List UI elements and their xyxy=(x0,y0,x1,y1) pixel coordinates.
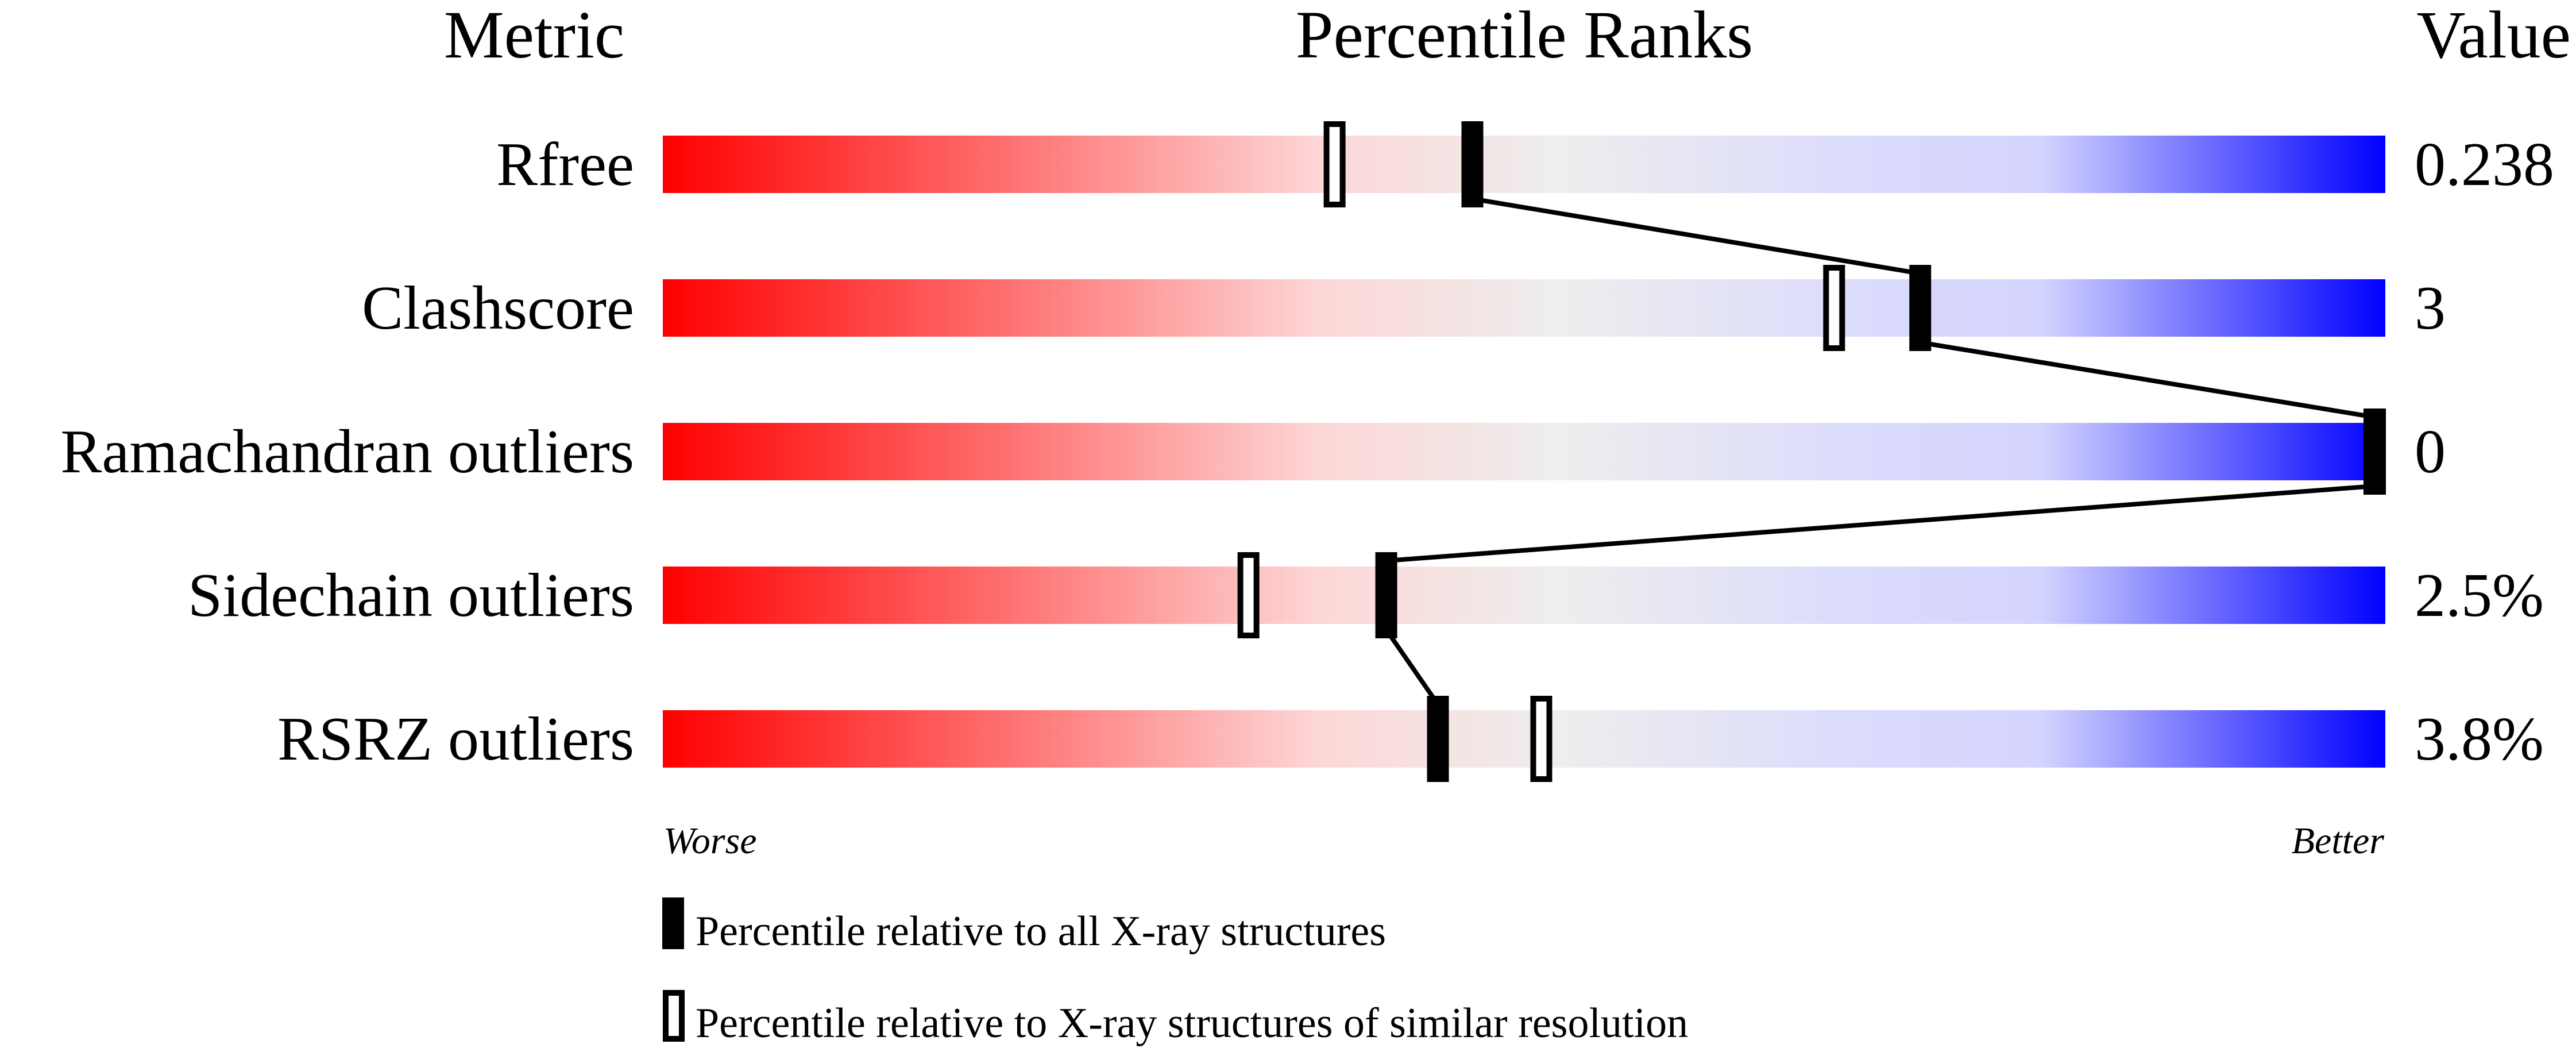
marker-similar-resolution xyxy=(1530,696,1552,782)
metric-value: 3.8% xyxy=(2415,705,2544,773)
percentile-bar xyxy=(663,136,2385,193)
connector-line xyxy=(1386,484,2375,563)
legend-filled-marker xyxy=(662,897,684,949)
percentile-markers xyxy=(1237,121,2386,782)
legend-label-all: Percentile relative to all X-ray structu… xyxy=(696,908,1386,955)
connector-lines xyxy=(1384,196,2375,706)
axis-label-worse: Worse xyxy=(663,820,757,862)
header-percentile-ranks: Percentile Ranks xyxy=(1296,0,1753,72)
metric-value: 3 xyxy=(2415,274,2446,342)
metric-value: 2.5% xyxy=(2415,561,2544,630)
legend-label-similar: Percentile relative to X-ray structures … xyxy=(696,1000,1688,1047)
connector-line xyxy=(1472,196,1921,276)
metric-value: 0 xyxy=(2415,418,2446,486)
marker-similar-resolution xyxy=(1237,552,1260,638)
axis-label-better: Better xyxy=(2292,820,2385,862)
metric-label: Ramachandran outliers xyxy=(60,418,634,486)
marker-similar-resolution xyxy=(1323,121,1346,207)
marker-all-structures xyxy=(1909,265,1932,351)
metric-rows: Rfree 0.238 Clashscore 3 Ramachandran outlie… xyxy=(60,130,2554,773)
marker-all-structures xyxy=(1375,552,1397,638)
connector-line xyxy=(1920,340,2375,419)
metric-label: RSRZ outliers xyxy=(277,705,634,773)
metric-label: Rfree xyxy=(496,130,634,199)
metric-value: 0.238 xyxy=(2415,130,2554,199)
metric-label: Sidechain outliers xyxy=(188,561,634,630)
metric-label: Clashscore xyxy=(362,274,634,342)
percentile-bar xyxy=(663,423,2385,480)
percentile-bar xyxy=(663,710,2385,768)
marker-similar-resolution xyxy=(1823,265,1845,351)
marker-all-structures xyxy=(2363,409,2385,495)
header-metric: Metric xyxy=(444,0,625,72)
header-value: Value xyxy=(2416,0,2571,72)
percentile-bar xyxy=(663,567,2385,624)
connector-line xyxy=(1384,628,1440,706)
percentile-bar xyxy=(663,279,2385,337)
marker-all-structures xyxy=(1427,696,1449,782)
legend-hollow-marker xyxy=(663,990,685,1042)
marker-all-structures xyxy=(1461,121,1484,207)
